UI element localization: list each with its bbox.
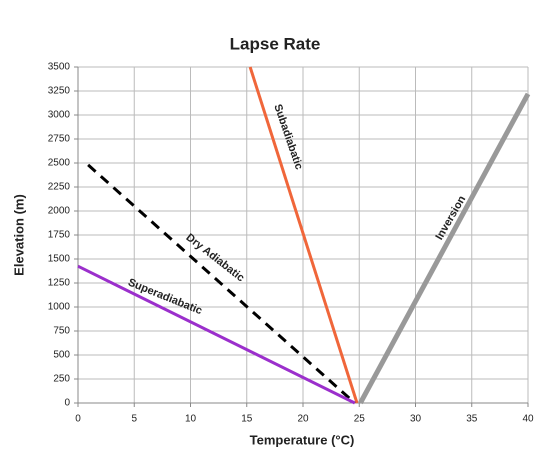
x-tick-label: 25 xyxy=(354,414,366,425)
y-tick-label: 750 xyxy=(53,326,70,337)
x-tick-label: 10 xyxy=(185,414,197,425)
y-tick-label: 0 xyxy=(64,398,70,409)
y-tick-label: 1000 xyxy=(48,302,71,313)
y-tick-label: 3000 xyxy=(48,110,71,121)
x-tick-label: 20 xyxy=(297,414,309,425)
x-tick-label: 0 xyxy=(75,414,81,425)
chart-title: Lapse Rate xyxy=(230,34,321,53)
x-tick-label: 5 xyxy=(131,414,137,425)
y-tick-label: 1500 xyxy=(48,254,71,265)
y-tick-label: 2750 xyxy=(48,134,71,145)
series-line xyxy=(248,66,359,404)
y-tick-label: 250 xyxy=(53,374,70,385)
y-tick-label: 1750 xyxy=(48,230,71,241)
x-tick-label: 35 xyxy=(466,414,478,425)
y-tick-label: 2500 xyxy=(48,158,71,169)
x-tick-label: 40 xyxy=(522,414,534,425)
y-axis-title: Elevation (m) xyxy=(11,194,26,276)
y-tick-label: 2000 xyxy=(48,206,71,217)
x-tick-label: 15 xyxy=(241,414,253,425)
y-tick-label: 1250 xyxy=(48,278,71,289)
x-axis-title: Temperature (°C) xyxy=(250,432,355,447)
line-annotation: Subadiabatic xyxy=(271,103,305,172)
y-tick-label: 500 xyxy=(53,350,70,361)
series-line xyxy=(77,264,356,405)
y-tick-label: 2250 xyxy=(48,182,71,193)
y-tick-label: 3500 xyxy=(48,62,71,73)
series-line xyxy=(358,92,531,405)
x-tick-label: 30 xyxy=(410,414,422,425)
series-line xyxy=(87,163,356,405)
y-tick-label: 3250 xyxy=(48,86,71,97)
